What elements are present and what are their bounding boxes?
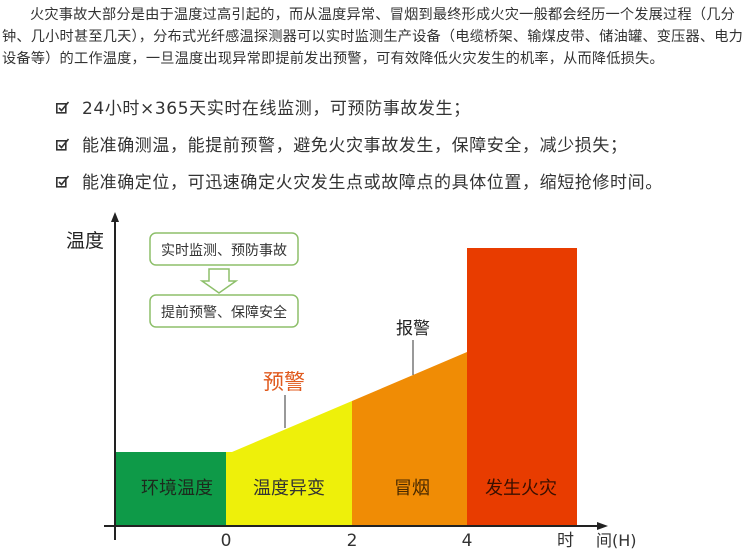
feature-text: 能准确定位，可迅速确定火灾发生点或故障点的具体位置，缩短抢修时间。 — [82, 173, 663, 193]
stage-ambient — [116, 452, 226, 526]
feature-list: 24小时×365天实时在线监测，可预防事故发生； 能准确测温，能提前预警，避免火… — [56, 88, 663, 199]
y-axis-label: 温度 — [66, 230, 104, 252]
stage-label: 环境温度 — [141, 478, 213, 499]
checkbox-checked-icon — [56, 174, 70, 188]
warning-callout: 预警 — [263, 370, 305, 394]
x-axis-arrow-icon — [597, 522, 608, 530]
feature-item: 能准确测温，能提前预警，避免火灾事故发生，保障安全，减少损失； — [56, 125, 663, 162]
flow-box-text: 提前预警、保障安全 — [161, 304, 287, 321]
stage-label: 冒烟 — [394, 478, 430, 499]
intro-paragraph: 火灾事故大部分是由于温度过高引起的，而从温度异常、冒烟到最终形成火灾一般都会经历… — [2, 7, 744, 67]
stage-smoke — [352, 352, 467, 526]
stage-label: 温度异变 — [253, 478, 325, 499]
checkbox-checked-icon — [56, 100, 70, 114]
x-tick: 0 — [221, 531, 232, 551]
alarm-callout: 报警 — [396, 319, 430, 339]
x-axis-label-unit: 间(H) — [596, 531, 637, 550]
feature-text: 24小时×365天实时在线监测，可预防事故发生； — [82, 99, 471, 119]
checkbox-checked-icon — [56, 137, 70, 151]
feature-text: 能准确测温，能提前预警，避免火灾事故发生，保障安全，减少损失； — [82, 136, 628, 156]
down-arrow-icon — [199, 268, 239, 294]
x-axis-label: 时 — [557, 531, 574, 551]
feature-item: 24小时×365天实时在线监测，可预防事故发生； — [56, 88, 663, 125]
y-axis-arrow-icon — [111, 212, 119, 222]
flow-box — [149, 294, 299, 328]
stage-label: 发生火灾 — [485, 478, 557, 499]
feature-item: 能准确定位，可迅速确定火灾发生点或故障点的具体位置，缩短抢修时间。 — [56, 162, 663, 199]
x-tick: 2 — [347, 531, 358, 551]
flow-box-text: 实时监测、预防事故 — [161, 243, 287, 259]
flow-box — [149, 232, 299, 266]
stage-abnormal — [226, 401, 352, 526]
stage-fire — [467, 248, 577, 526]
x-tick: 4 — [462, 531, 473, 551]
